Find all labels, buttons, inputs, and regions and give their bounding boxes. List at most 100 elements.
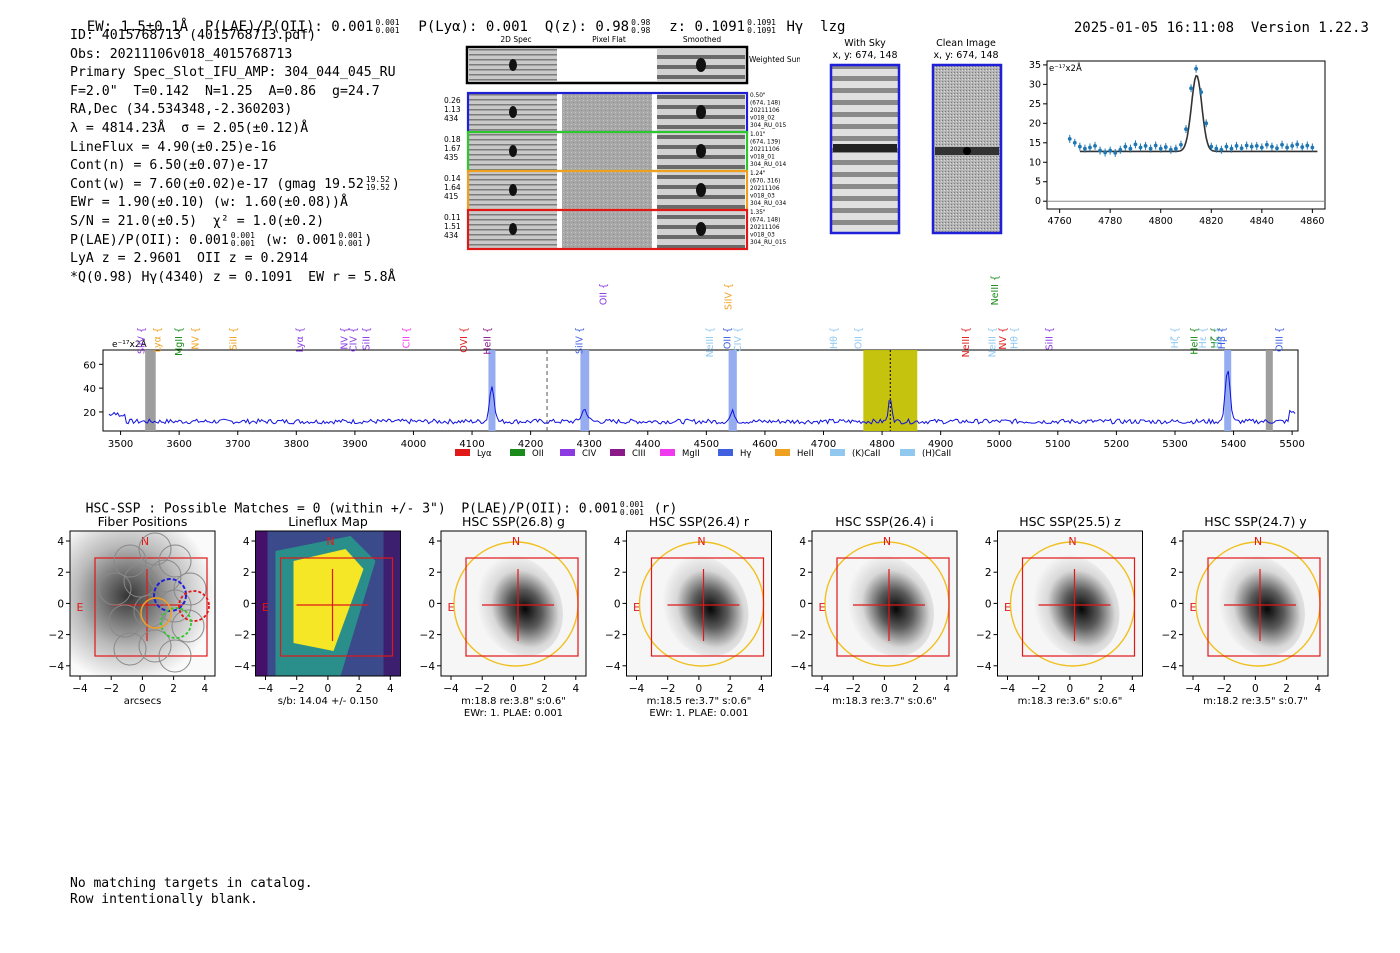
line-fit-point <box>1310 145 1315 150</box>
line-fit-point <box>1189 86 1193 91</box>
hsc-xtick-label: 0 <box>881 683 888 695</box>
cutout-row-frame <box>466 208 749 251</box>
spectrum-band <box>728 350 737 431</box>
header-qz-lo: 0.98 <box>631 26 651 35</box>
cutout-panel: 2D Spec Pixel Flat Smoothed Weighted Sum… <box>444 35 800 251</box>
cutout-stat: 1.13 <box>444 105 461 114</box>
line-fit-point <box>1194 66 1199 71</box>
hsc-xtick-label: −4 <box>258 683 274 695</box>
cutout-flat-image <box>562 133 652 170</box>
info-line-contw: Cont(w) = 7.60(±0.02)e-17 (gmag 19.52 19.… <box>70 174 400 192</box>
spectrum-xtick-label: 4700 <box>811 439 836 450</box>
hsc-xtick-label: 0 <box>696 683 703 695</box>
line-fit-xtick-label: 4860 <box>1300 216 1324 227</box>
line-fit-axes <box>1046 60 1326 210</box>
hsc-ytick-label: 2 <box>985 567 992 579</box>
spectrum-xtick-label: 3600 <box>166 439 191 450</box>
hsc-caption: EWr: 1. PLAE: 0.001 <box>649 708 748 719</box>
hsc-panel-title: HSC SSP(24.7) y <box>1204 514 1307 529</box>
cutout-meta: 0.50" <box>750 93 766 99</box>
north-label: N <box>326 535 334 548</box>
line-fit-point <box>1067 136 1072 141</box>
east-label: E <box>633 601 640 614</box>
cutout-stat: 435 <box>444 153 459 162</box>
spectrum-line-label: CIV { <box>733 327 744 352</box>
spectrum-line-label: CII { <box>401 327 412 348</box>
cutout-stat: 1.64 <box>444 183 461 192</box>
line-fit-point <box>1148 146 1153 151</box>
spectrum-xtick-label: 4100 <box>459 439 484 450</box>
with-sky-title: With Sky <box>844 38 886 49</box>
line-fit-point <box>1204 121 1209 126</box>
footer-line: No matching targets in catalog. <box>70 876 313 891</box>
hsc-ytick-label: 4 <box>428 536 435 548</box>
fiber-circle <box>173 572 207 606</box>
hsc-xtick-label: −4 <box>629 683 645 695</box>
hsc-ytick-label: 0 <box>614 598 621 610</box>
legend-label: CIV <box>582 449 596 459</box>
cutout-meta: 304_RU_015 <box>750 123 787 129</box>
legend-label: OII <box>532 449 544 459</box>
hsc-panel-title: Lineflux Map <box>288 514 368 529</box>
hsc-xtick-label: 2 <box>912 683 919 695</box>
galaxy-blob <box>846 555 934 657</box>
hsc-xtick-label: 4 <box>1129 683 1136 695</box>
cutout-meta: v018_03 <box>750 194 775 200</box>
hsc-ytick-label: 2 <box>799 567 806 579</box>
legend-label: (K)CaII <box>852 449 880 459</box>
line-fit-point <box>1199 90 1204 95</box>
info-line: RA,Dec (34.534348,-2.360203) <box>70 102 293 118</box>
spectrum-line-label: Hε { <box>1198 327 1209 348</box>
cutout-flat-image <box>562 172 652 209</box>
hsc-ytick-label: 4 <box>243 536 250 548</box>
cutout-2d-peak <box>509 106 517 118</box>
hsc-ytick-label: −2 <box>605 630 620 642</box>
header-plya: P(Lyα): 0.001 Q(z): 0.98 <box>418 19 630 35</box>
hsc-panel: HSC SSP(26.4) r N E 4 2 0 −2 −4 −4 −2 0 2 4 m:18.5 re… <box>605 514 772 719</box>
search-box <box>836 557 950 657</box>
hsc-xtick-label: −2 <box>845 683 860 695</box>
hsc-panel-title: HSC SSP(26.4) r <box>649 514 750 529</box>
hsc-caption: m:18.5 re:3.7" s:0.6" <box>647 696 752 707</box>
cutout-meta: 304_RU_015 <box>750 240 787 246</box>
spectrum-line-label: OVI { <box>459 327 470 353</box>
hsc-panel: HSC SSP(25.5) z N E 4 2 0 −2 −4 −4 −2 0 2 4 m:18.3 re… <box>976 514 1143 707</box>
spectrum-line-label: NeIII { <box>987 327 998 357</box>
east-label: E <box>819 601 826 614</box>
cutout-2d-peak <box>509 145 517 157</box>
hsc-xtick-label: −2 <box>1216 683 1231 695</box>
spectrum-xtick-label: 5100 <box>1045 439 1070 450</box>
hsc-panel: Lineflux Map N E 4 2 0 −2 −4 −4 −2 0 2 4 s/b: 14.04 +… <box>234 514 401 707</box>
hsc-xtick-label: 0 <box>1252 683 1259 695</box>
cutout-stat: 1.51 <box>444 222 461 231</box>
cutout-smooth-peak <box>696 144 706 158</box>
line-fit-ytick-label: 0 <box>1035 196 1041 207</box>
line-fit-ytick-label: 20 <box>1029 118 1041 129</box>
legend-swatch <box>455 449 470 456</box>
east-label: E <box>77 601 84 614</box>
line-fit-point <box>1239 146 1244 151</box>
lineflux-peak <box>293 549 364 651</box>
hsc-xtick-label: −4 <box>814 683 830 695</box>
spectrum-line-label: NV { <box>998 327 1009 350</box>
line-fit-point <box>1209 144 1214 149</box>
header-z-hi: 0.1091 <box>747 18 776 27</box>
hsc-caption: arcsecs <box>124 696 162 707</box>
spectrum-xtick-label: 5400 <box>1221 439 1246 450</box>
line-fit-point <box>1270 144 1274 149</box>
line-fit-point <box>1259 145 1264 150</box>
fiber-circle <box>113 544 147 578</box>
hsc-ytick-label: −4 <box>791 661 807 673</box>
hsc-ytick-label: 0 <box>243 598 250 610</box>
hsc-xtick-label: 0 <box>325 683 332 695</box>
hsc-ytick-label: −4 <box>49 661 65 673</box>
spectrum-ytick-label: 60 <box>83 360 96 371</box>
hsc-ytick-label: 2 <box>57 567 64 579</box>
spectrum-line-label: NV { <box>339 327 350 350</box>
hsc-ytick-label: 4 <box>614 536 621 548</box>
header-timestamp-block: 2025-01-05 16:11:08 Version 1.22.3 <box>1057 4 1369 36</box>
hsc-panel-title: Fiber Positions <box>98 514 188 529</box>
hsc-xtick-label: 0 <box>139 683 146 695</box>
east-label: E <box>448 601 455 614</box>
hsc-ytick-label: −2 <box>420 630 435 642</box>
